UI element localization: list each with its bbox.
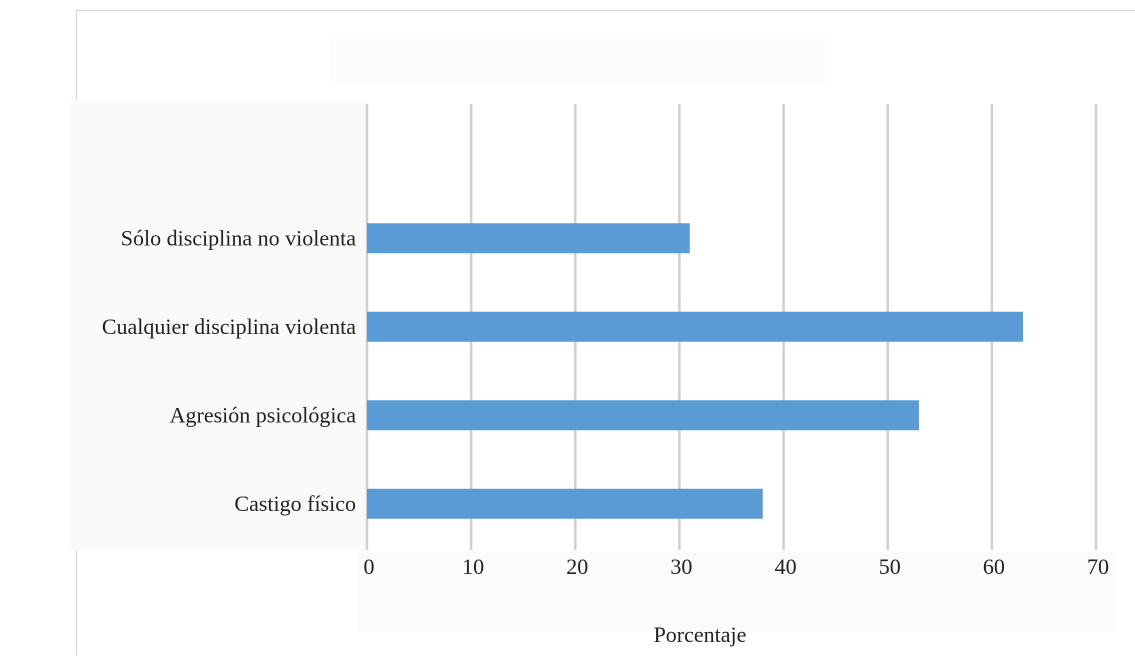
bar	[367, 400, 919, 431]
x-tick-label: 0	[364, 554, 375, 579]
x-tick-label: 10	[462, 554, 484, 579]
bar	[367, 488, 763, 519]
category-label: Castigo físico	[234, 491, 356, 516]
x-tick-label: 40	[775, 554, 797, 579]
category-label: Agresión psicológica	[170, 402, 357, 427]
x-tick-labels: 0 10 20 30 40 50 60 70	[364, 554, 1110, 579]
x-tick-label: 20	[566, 554, 588, 579]
x-tick-label: 50	[879, 554, 901, 579]
bar	[367, 311, 1024, 342]
x-axis-title: Porcentaje	[654, 622, 747, 647]
bar	[367, 223, 690, 254]
category-axis-panel	[70, 100, 366, 550]
category-label: Cualquier disciplina violenta	[102, 314, 356, 339]
x-tick-label: 60	[983, 554, 1005, 579]
title-placeholder-area	[330, 34, 826, 84]
x-axis-label-panel	[358, 552, 1116, 632]
x-tick-label: 30	[670, 554, 692, 579]
category-label: Sólo disciplina no violenta	[121, 225, 356, 250]
x-tick-label: 70	[1087, 554, 1109, 579]
category-labels: Sólo disciplina no violenta Cualquier dis…	[102, 225, 356, 516]
bars	[367, 223, 1024, 519]
